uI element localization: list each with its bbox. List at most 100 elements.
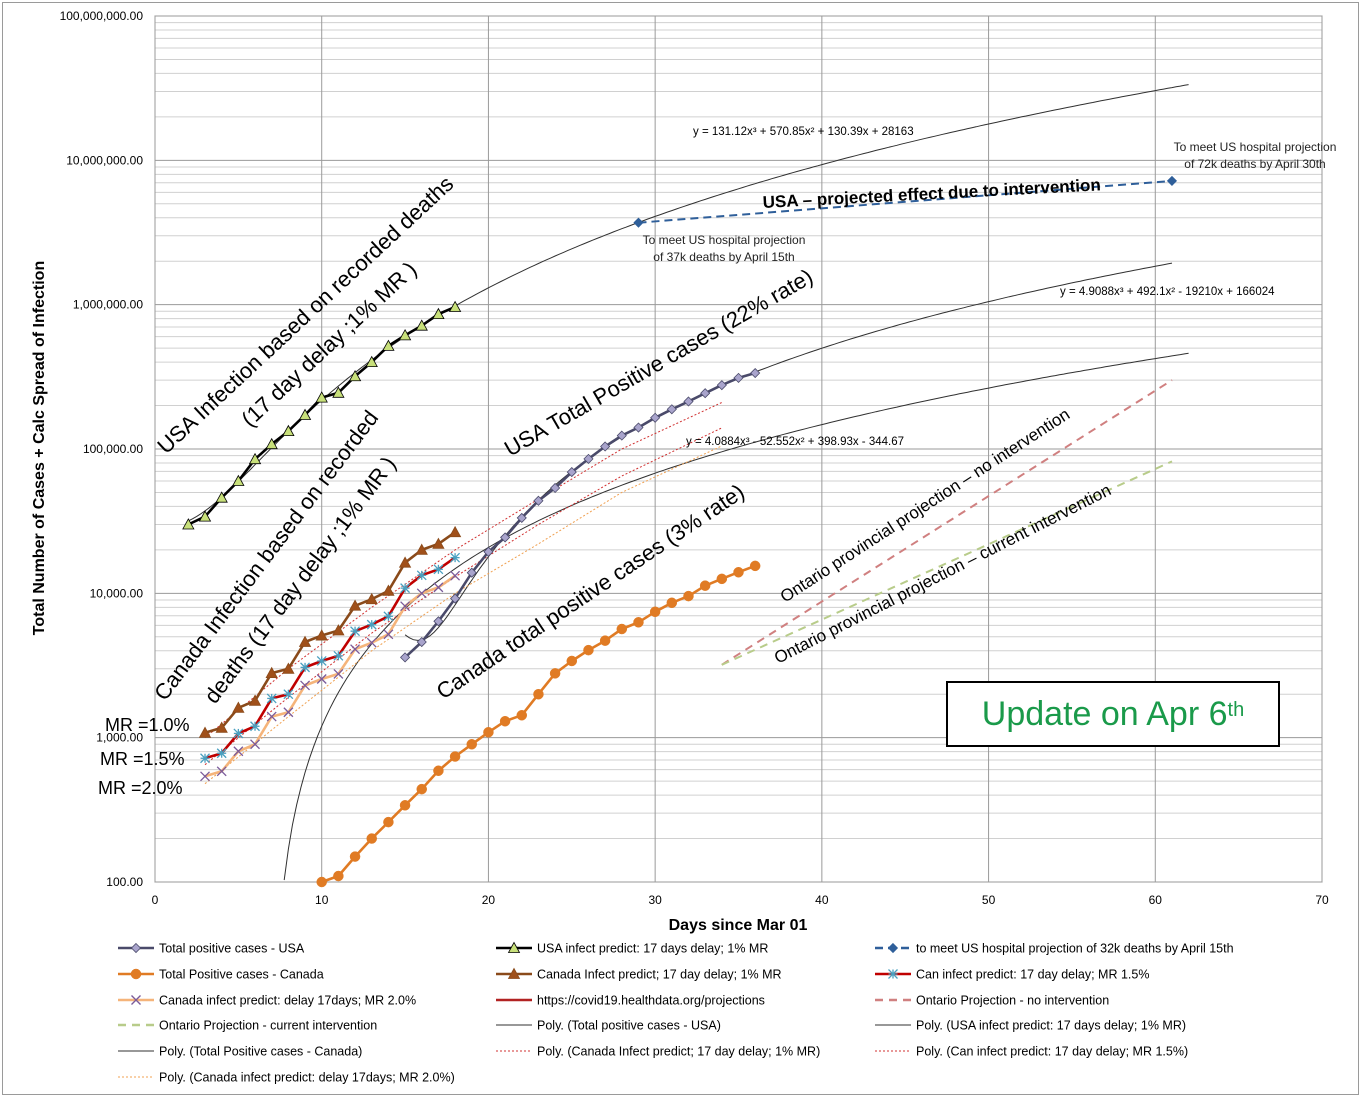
- data-point: [382, 339, 395, 351]
- data-point: [516, 709, 528, 721]
- legend-item: Poly. (Total Positive cases - Canada): [118, 1045, 362, 1059]
- y-tick-label: 100,000,000.00: [60, 9, 144, 23]
- x-tick-label: 20: [482, 893, 496, 907]
- y-tick-label: 10,000.00: [90, 586, 144, 600]
- data-point: [633, 217, 644, 228]
- data-point: [350, 626, 361, 637]
- data-point: [450, 552, 461, 563]
- legend-label: Can infect predict: 17 day delay; MR 1.5…: [916, 968, 1149, 982]
- legend-item: Poly. (USA infect predict: 17 days delay…: [875, 1019, 1186, 1033]
- data-point: [416, 588, 427, 599]
- data-point: [399, 800, 411, 811]
- data-point: [333, 650, 344, 661]
- legend-item: Ontario Projection - current interventio…: [118, 1019, 377, 1033]
- legend-item: Total Positive cases - Canada: [118, 968, 324, 982]
- legend-item: Poly. (Canada Infect predict; 17 day del…: [496, 1045, 820, 1059]
- series-line-0: [404, 371, 756, 659]
- legend-item: Poly. (Canada infect predict: delay 17da…: [118, 1071, 455, 1085]
- data-point: [599, 635, 611, 646]
- x-tick-label: 60: [1149, 893, 1163, 907]
- data-point: [383, 629, 394, 640]
- x-tick-label: 70: [1315, 893, 1329, 907]
- legend-label: Canada infect predict: delay 17days; MR …: [159, 994, 416, 1008]
- mr-1-5-label: MR =1.5%: [100, 749, 185, 769]
- series-line-4: [204, 531, 456, 735]
- data-point: [566, 655, 578, 667]
- series-line-8: [721, 379, 1173, 666]
- data-point: [633, 422, 644, 433]
- data-point: [549, 668, 561, 679]
- data-point: [500, 532, 511, 543]
- data-point: [282, 662, 295, 674]
- data-point: [350, 644, 361, 655]
- data-point: [348, 369, 362, 382]
- legend-item: https://covid19.healthdata.org/projectio…: [496, 994, 765, 1008]
- data-point: [516, 512, 527, 523]
- data-point: [400, 583, 411, 594]
- data-point: [533, 495, 544, 506]
- legend-item: Can infect predict: 17 day delay; MR 1.5…: [875, 968, 1149, 982]
- data-point: [448, 525, 462, 538]
- legend-item: USA infect predict: 17 days delay; 1% MR: [496, 942, 768, 956]
- data-point: [749, 560, 761, 572]
- y-tick-label: 1,000.00: [96, 731, 143, 745]
- series-line-6: [204, 574, 456, 778]
- mr-2-0-label: MR =2.0%: [98, 778, 183, 798]
- x-tick-label: 50: [982, 893, 996, 907]
- data-point: [215, 491, 228, 503]
- data-point: [366, 619, 377, 630]
- data-point: [583, 644, 594, 656]
- update-text: Update on Apr 6: [981, 694, 1228, 733]
- data-point: [248, 452, 262, 465]
- data-point: [300, 680, 311, 691]
- data-point: [300, 662, 311, 673]
- data-point: [283, 689, 294, 700]
- data-point: [198, 510, 212, 522]
- data-point: [398, 329, 412, 341]
- data-point: [233, 746, 244, 757]
- data-point: [449, 751, 461, 762]
- legend-label: Ontario Projection - current interventio…: [159, 1019, 377, 1033]
- data-point: [200, 771, 210, 782]
- x-axis-title: Days since Mar 01: [669, 917, 808, 934]
- data-point: [716, 380, 727, 391]
- legend-label: Poly. (Total Positive cases - Canada): [159, 1045, 362, 1059]
- data-point: [415, 319, 428, 331]
- data-point: [433, 582, 444, 593]
- data-point: [233, 728, 244, 739]
- data-point: [1166, 175, 1178, 186]
- data-point: [333, 668, 344, 679]
- legend-label: Ontario Projection - no intervention: [916, 994, 1109, 1008]
- equation-usa-positive: y = 4.9088x³ + 492.1x² - 19210x + 166024: [1060, 286, 1275, 298]
- hosp-37k-note-line2: of 37k deaths by April 15th: [653, 250, 794, 264]
- data-point: [550, 482, 561, 494]
- data-point: [332, 386, 345, 398]
- data-point: [466, 567, 477, 578]
- data-point: [316, 655, 327, 666]
- data-point: [483, 727, 494, 738]
- data-point: [716, 573, 728, 585]
- data-point: [415, 543, 428, 555]
- legend-item: to meet US hospital projection of 32k de…: [875, 942, 1234, 956]
- legend-item: Total positive cases - USA: [118, 942, 305, 956]
- data-point: [683, 590, 694, 602]
- y-tick-label: 1,000,000.00: [73, 298, 143, 312]
- data-point: [366, 833, 377, 844]
- legend-label: Poly. (Canada infect predict: delay 17da…: [159, 1071, 455, 1085]
- data-point: [365, 592, 378, 605]
- data-point: [283, 707, 294, 718]
- data-point: [232, 474, 245, 486]
- data-point: [750, 367, 761, 379]
- data-point: [400, 601, 411, 612]
- data-point: [130, 968, 142, 980]
- data-point: [282, 424, 295, 437]
- data-point: [433, 765, 444, 776]
- data-point: [266, 693, 277, 704]
- y-tick-label: 100.00: [106, 875, 143, 889]
- legend-label: Total positive cases - USA: [159, 942, 305, 956]
- data-point: [400, 652, 411, 663]
- data-point: [215, 721, 228, 733]
- data-point: [483, 546, 494, 557]
- hosp-37k-note-line1: To meet US hospital projection: [643, 233, 806, 247]
